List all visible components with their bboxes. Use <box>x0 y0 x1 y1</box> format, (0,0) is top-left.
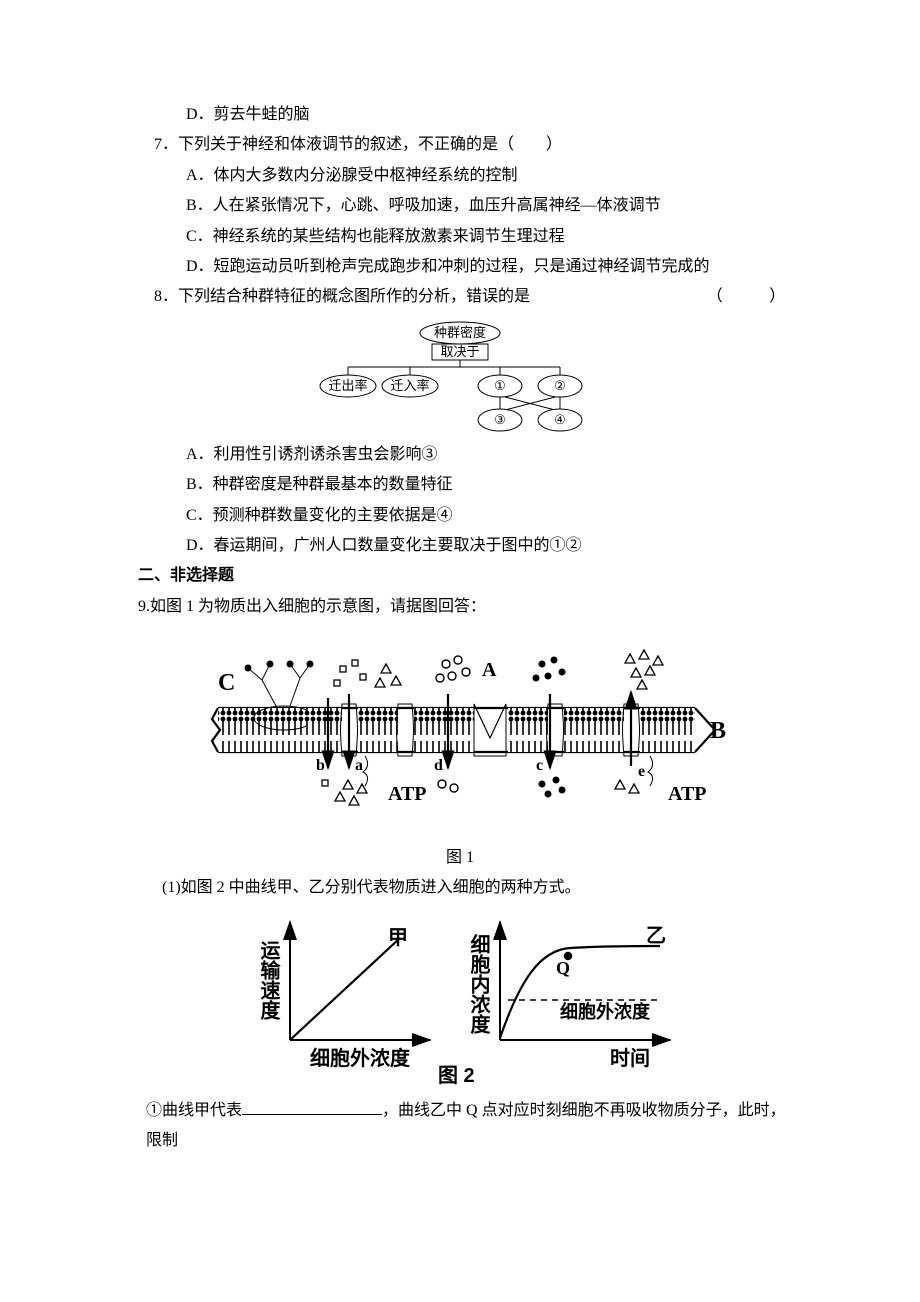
q7-option-c: C．神经系统的某些结构也能释放激素来调节生理过程 <box>130 222 790 252</box>
q8-leaf-0: 迁出率 <box>328 378 367 393</box>
q9-fig1-label-B: B <box>710 718 726 744</box>
q7-option-a: A．体内大多数内分泌腺受中枢神经系统的控制 <box>130 161 790 191</box>
fig2-right-point: Q <box>556 958 570 978</box>
q9-fig1-label-a: a <box>355 757 363 774</box>
q7-option-b: B．人在紧张情况下，心跳、呼吸加速，血压升高属神经—体液调节 <box>130 191 790 221</box>
fig2-left-series: 甲 <box>388 927 408 949</box>
fig2-left-xlabel: 细胞外浓度 <box>310 1046 411 1070</box>
q9-fig1-label-e: e <box>638 763 645 780</box>
q8-bottom-0: ③ <box>494 412 506 427</box>
q9-fig1-atp-2: ATP <box>668 783 707 805</box>
q9-fig1-atp-1: ATP <box>388 783 427 805</box>
q9-figure-1: C A <box>190 628 730 833</box>
q8-option-b: B．种群密度是种群最基本的数量特征 <box>130 470 790 500</box>
q8-leaf-1: 迁入率 <box>390 378 429 393</box>
q7-option-d: D．短跑运动员听到枪声完成跑步和冲刺的过程，只是通过神经调节完成的 <box>130 252 790 282</box>
q8-node-top: 种群密度 <box>434 325 486 340</box>
q9-sub1-q1: ①曲线甲代表，曲线乙中 Q 点对应时刻细胞不再吸收物质分子，此时，限制 <box>130 1096 790 1157</box>
q9-fig1-label-A: A <box>482 659 497 681</box>
fig2-left-ylabel: 运输速度 <box>257 939 280 1020</box>
q8-leaf-3: ② <box>554 378 566 393</box>
q8-bottom-1: ④ <box>554 412 566 427</box>
q8-concept-diagram: 种群密度 取决于 迁出率 迁入率 ① ② ③ ④ <box>310 319 610 434</box>
q6-option-d: D．剪去牛蛙的脑 <box>130 100 790 130</box>
page-container: D．剪去牛蛙的脑 7．下列关于神经和体液调节的叙述，不正确的是（ ） A．体内大… <box>0 0 920 1237</box>
fig2-right-series: 乙 <box>646 925 666 947</box>
fig2-right-ylabel: 细胞内浓度 <box>467 932 490 1034</box>
fig2-right-ref: 细胞外浓度 <box>560 1001 651 1022</box>
q8-option-d: D．春运期间，广州人口数量变化主要取决于图中的①② <box>130 531 790 561</box>
q9-fig1-caption: 图 1 <box>130 843 790 873</box>
q9-fig1-label-c: c <box>536 757 543 774</box>
q9-fig1-label-b: b <box>316 757 325 774</box>
q7-stem: 7．下列关于神经和体液调节的叙述，不正确的是（ ） <box>130 130 790 160</box>
q9-fig1-label-d: d <box>434 757 443 774</box>
q9-stem: 9.如图 1 为物质出入细胞的示意图，请据图回答： <box>130 592 790 622</box>
section-2-title: 二、非选择题 <box>130 561 790 591</box>
q8-stem-text: 8．下列结合种群特征的概念图所作的分析，错误的是 <box>154 282 530 312</box>
q9-sub1-intro: (1)如图 2 中曲线甲、乙分别代表物质进入细胞的两种方式。 <box>130 873 790 903</box>
q8-leaf-2: ① <box>494 378 506 393</box>
q8-option-a: A．利用性引诱剂诱杀害虫会影响③ <box>130 440 790 470</box>
fig2-caption: 图 2 <box>438 1064 475 1087</box>
q8-stem: 8．下列结合种群特征的概念图所作的分析，错误的是 （ ） <box>130 282 790 312</box>
blank-fill <box>242 1096 382 1115</box>
q8-option-c: C．预测种群数量变化的主要依据是④ <box>130 501 790 531</box>
q9-fig1-label-C: C <box>218 670 235 696</box>
fig2-right-xlabel: 时间 <box>610 1047 650 1070</box>
q9-sub1-q1-before: ①曲线甲代表 <box>146 1102 242 1119</box>
q8-paren: （ ） <box>707 282 790 312</box>
q9-figure-2: 运输速度 细胞外浓度 甲 Q 细胞内浓度 时间 乙 细胞外浓度 图 2 <box>220 910 700 1090</box>
q8-node-sub: 取决于 <box>440 344 479 359</box>
